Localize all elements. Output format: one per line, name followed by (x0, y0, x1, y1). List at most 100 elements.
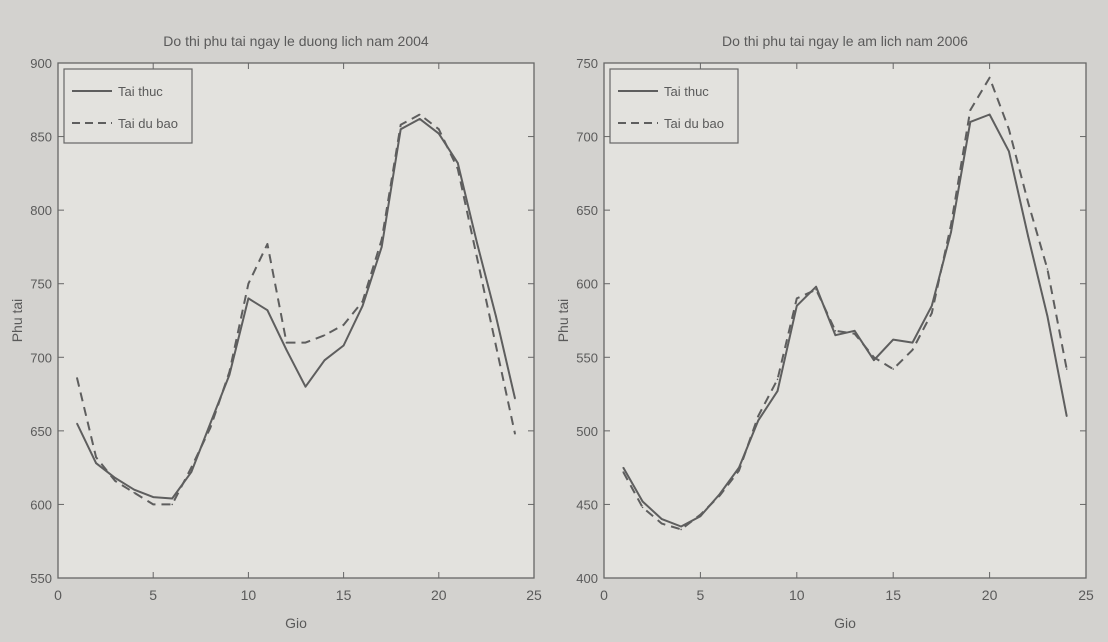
y-tick-label: 400 (576, 571, 598, 586)
chart-title: Do thi phu tai ngay le am lich nam 2006 (722, 33, 968, 49)
data-point (911, 341, 914, 344)
plot-area (57, 62, 535, 579)
data-point (152, 503, 154, 506)
data-point (361, 300, 364, 303)
data-point (418, 118, 421, 120)
data-point (438, 128, 440, 131)
series-line-tai-du-bao (622, 76, 1068, 531)
data-point (796, 297, 798, 300)
data-point (950, 231, 952, 234)
data-point (495, 344, 497, 347)
x-tick-label: 0 (600, 587, 608, 603)
y-tick-label: 700 (30, 350, 52, 365)
x-tick-label: 10 (789, 587, 805, 603)
data-point (304, 385, 307, 388)
data-point (815, 288, 817, 291)
data-point (114, 480, 116, 482)
data-point (285, 341, 288, 344)
data-point (171, 503, 174, 506)
data-point (661, 518, 663, 520)
data-point (323, 359, 326, 362)
data-point (892, 368, 894, 370)
data-point (266, 309, 269, 312)
data-point (342, 324, 345, 326)
data-point (950, 224, 952, 226)
data-point (641, 506, 644, 509)
data-point (438, 132, 440, 135)
data-point (457, 162, 459, 164)
chart-2: Do thi phu tai ngay le am lich nam 2006 0… (555, 33, 1094, 631)
y-tick-label: 600 (30, 497, 52, 512)
data-point (776, 390, 779, 392)
x-tick-label: 5 (149, 587, 157, 603)
data-point (1046, 268, 1049, 270)
data-point (399, 124, 402, 126)
y-tick-label: 850 (30, 130, 52, 145)
data-point (133, 488, 135, 491)
y-tick-label: 650 (30, 424, 52, 439)
data-point (661, 522, 663, 525)
data-point (680, 525, 682, 528)
y-tick-label: 750 (30, 277, 52, 292)
y-tick-label: 700 (576, 130, 598, 145)
data-point (190, 466, 193, 469)
data-point (514, 397, 516, 400)
x-tick-label: 5 (697, 587, 705, 603)
data-point (873, 359, 875, 362)
data-point (892, 338, 894, 341)
data-point (133, 491, 135, 494)
data-point (853, 332, 856, 335)
data-point (988, 76, 991, 79)
x-tick-label: 10 (241, 587, 257, 603)
data-point (418, 113, 421, 116)
y-tick-label: 750 (576, 56, 598, 71)
data-point (1027, 235, 1029, 238)
data-point (680, 528, 682, 531)
data-point (380, 246, 383, 248)
data-point (622, 466, 625, 469)
legend-label: Tai du bao (118, 116, 178, 131)
data-point (228, 371, 231, 373)
legend-label: Tai thuc (664, 84, 709, 99)
x-tick-label: 25 (1078, 587, 1094, 603)
data-point (304, 341, 307, 344)
data-point (911, 349, 914, 351)
data-point (834, 334, 837, 337)
data-point (1046, 315, 1049, 317)
data-point (930, 304, 933, 307)
data-point (95, 462, 97, 465)
data-point (114, 477, 116, 479)
y-tick-label: 450 (576, 497, 598, 512)
data-point (171, 497, 174, 500)
data-point (209, 422, 212, 425)
data-point (514, 433, 516, 435)
y-tick-label: 550 (576, 350, 598, 365)
data-point (152, 496, 154, 498)
x-tick-label: 25 (526, 587, 542, 603)
x-axis-label: Gio (834, 615, 856, 631)
data-point (95, 456, 97, 459)
data-point (1008, 150, 1010, 153)
data-point (247, 297, 250, 300)
data-point (930, 312, 933, 314)
data-point (380, 238, 383, 241)
legend: Tai thuc Tai du bao (63, 68, 193, 144)
data-point (361, 304, 364, 307)
data-point (622, 471, 625, 473)
y-tick-label: 600 (576, 277, 598, 292)
data-point (1065, 415, 1068, 417)
data-point (285, 349, 288, 351)
data-point (342, 344, 345, 347)
legend-box (609, 68, 739, 144)
data-point (834, 330, 837, 332)
data-point (699, 513, 702, 516)
y-tick-label: 900 (30, 56, 52, 71)
data-point (476, 256, 478, 259)
data-point (969, 121, 972, 123)
legend: Tai thuc Tai du bao (609, 68, 739, 144)
data-point (399, 128, 402, 131)
x-tick-label: 15 (885, 587, 901, 603)
data-point (1065, 368, 1068, 370)
